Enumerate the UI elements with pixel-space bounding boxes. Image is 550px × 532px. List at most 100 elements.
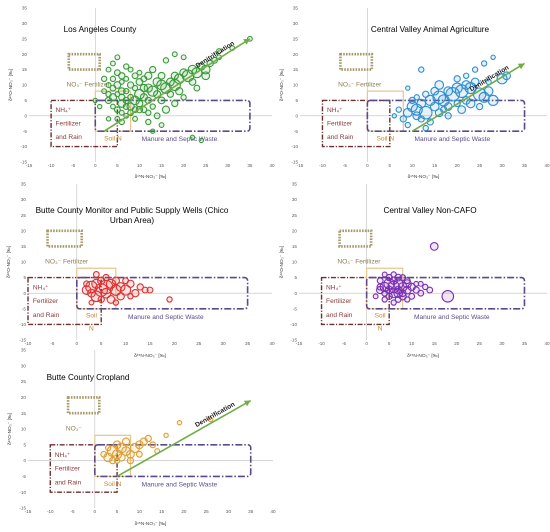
soil-n-label: Soil N <box>104 481 122 488</box>
nh4-fertilizer-label: Fertilizer <box>327 121 353 128</box>
x-tick-label: 25 <box>196 341 202 346</box>
data-point <box>92 271 100 278</box>
x-axis-label: δ¹⁵N-NO₃⁻ [‰] <box>134 353 166 359</box>
no3-fertilizer-box <box>338 229 373 248</box>
x-tick-label: 35 <box>247 163 253 168</box>
data-point <box>127 66 134 73</box>
y-tick-label: 35 <box>292 182 298 187</box>
x-tick-label: 10 <box>123 341 129 346</box>
y-tick-label: 20 <box>21 395 27 400</box>
data-point <box>121 437 131 446</box>
y-tick-label: 30 <box>293 21 299 26</box>
data-point <box>105 91 112 98</box>
data-point <box>83 280 90 288</box>
data-point <box>101 88 108 95</box>
y-tick-label: 30 <box>292 197 298 202</box>
data-point <box>216 48 222 55</box>
y-tick-label: -5 <box>22 474 27 479</box>
data-point <box>131 289 140 298</box>
denitrification-arrowhead <box>243 400 251 407</box>
data-point <box>96 103 103 110</box>
y-tick-label: 10 <box>292 260 298 265</box>
x-tick-label: 40 <box>544 163 550 168</box>
data-point <box>171 51 178 58</box>
y-tick-label: 35 <box>21 182 27 187</box>
data-point <box>105 82 112 88</box>
data-point <box>118 109 125 116</box>
y-tick-label: -15 <box>291 160 298 165</box>
manure-septic-box <box>94 99 251 133</box>
data-point <box>381 296 388 303</box>
x-tick-label: 10 <box>409 341 415 346</box>
no3-fertilizer-box <box>46 229 83 248</box>
y-tick-label: -10 <box>290 322 297 327</box>
y-tick-label: 30 <box>21 197 27 202</box>
y-axis-label: δ¹⁸O-NO₃⁻ [‰] <box>8 69 14 101</box>
y-tick-label: 35 <box>22 6 28 11</box>
y-tick-label: 25 <box>293 36 299 41</box>
data-point <box>158 122 165 128</box>
x-axis-label: δ¹⁵N-NO₃⁻ [‰] <box>135 521 167 527</box>
data-point <box>145 109 152 116</box>
x-tick-label: 40 <box>269 163 275 168</box>
data-point <box>430 86 440 96</box>
data-point <box>480 60 488 67</box>
y-tick-label: 5 <box>295 98 298 103</box>
data-point <box>441 290 455 303</box>
data-point <box>417 280 424 287</box>
denitrification-arrowhead <box>243 38 250 45</box>
nh4-rain-label: and Rain <box>56 134 83 141</box>
data-point <box>157 71 166 80</box>
data-point <box>394 273 403 282</box>
nh4-rain-label: and Rain <box>327 134 354 141</box>
nh4-fertilizer-box <box>321 99 391 148</box>
no3-fertilizer-label: NO₃⁻ <box>66 426 83 433</box>
x-tick-label: 10 <box>137 509 143 514</box>
data-point <box>402 279 412 289</box>
x-tick-label: 5 <box>100 341 103 346</box>
denitrification-arrowhead <box>517 63 525 70</box>
nh4-label: NH₄⁺ <box>33 284 49 291</box>
x-tick-label: 40 <box>269 341 275 346</box>
y-tick-label: 20 <box>292 228 298 233</box>
nh4-rain-label: and Rain <box>326 312 353 319</box>
denitrification-label: Denitrification <box>195 40 236 70</box>
x-tick-label: -5 <box>343 163 348 168</box>
data-point <box>88 299 95 306</box>
data-point <box>102 273 110 282</box>
data-point <box>429 242 439 251</box>
chart-panel-2: -15 -10 -5 0 5 10 15 20 25 30 35 40 -15 -10 -5 0 5 10 15 20… <box>279 6 550 180</box>
data-point <box>135 99 144 108</box>
data-point <box>112 299 120 306</box>
data-point <box>391 113 398 119</box>
y-tick-label: 0 <box>23 291 26 296</box>
nh4-label: NH₄⁺ <box>327 107 343 114</box>
x-tick-label: 10 <box>137 163 143 168</box>
y-tick-label: 25 <box>21 213 27 218</box>
y-tick-label: 25 <box>21 379 27 384</box>
data-point <box>470 77 480 87</box>
soil-n-label: Soil <box>375 313 387 320</box>
soil-n-label: Soil <box>86 313 98 320</box>
data-point <box>462 72 470 79</box>
data-point <box>426 286 434 294</box>
data-point <box>372 293 379 300</box>
manure-septic-label: Manure and Septic Waste <box>142 136 218 143</box>
x-tick-label: 5 <box>388 341 391 346</box>
data-point <box>126 456 135 465</box>
x-tick-label: 10 <box>410 163 416 168</box>
data-point <box>163 432 169 439</box>
x-tick-label: 0 <box>94 509 97 514</box>
data-point <box>109 60 116 67</box>
data-point <box>201 71 211 81</box>
data-point <box>105 66 112 73</box>
manure-septic-box <box>94 443 252 478</box>
y-tick-label: -5 <box>22 306 27 311</box>
x-tick-label: 25 <box>203 163 209 168</box>
data-point <box>193 84 201 92</box>
x-tick-label: 15 <box>159 509 165 514</box>
x-tick-label: -15 <box>25 509 32 514</box>
y-axis-label: δ¹⁸O-NO₃⁻ [‰] <box>279 246 285 278</box>
data-point <box>149 65 157 74</box>
y-tick-label: 20 <box>22 52 28 57</box>
